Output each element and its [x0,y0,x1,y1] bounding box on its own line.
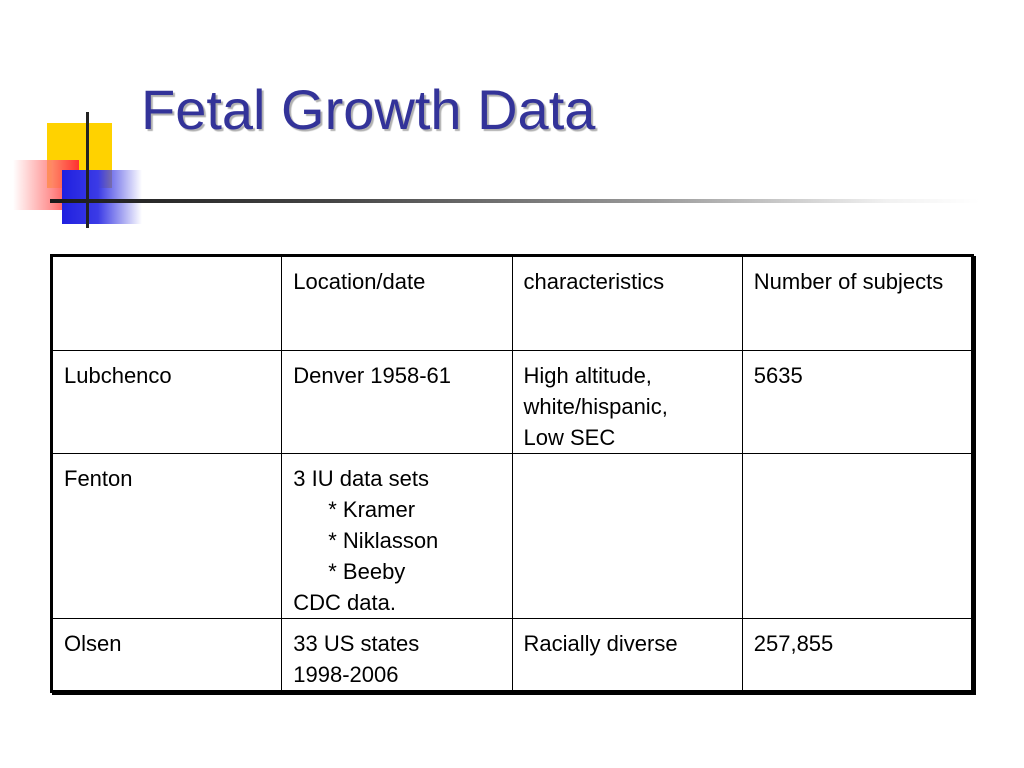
location-date-cell: Denver 1958-61 [281,350,513,454]
study-name-cell: Fenton [50,453,283,619]
header-cell-number-of-subjects: Number of subjects [741,255,974,351]
header-cell-characteristics: characteristics [511,255,743,351]
slide-title: Fetal Growth Data [141,78,596,141]
fetal-growth-table: Location/date characteristics Number of … [50,254,974,693]
subjects-cell: 257,855 [741,618,974,692]
cell-line: 3 IU data sets [293,466,429,491]
cell-line: Racially diverse [523,631,678,656]
cell-line: * Niklasson [328,528,439,553]
table-row: Olsen 33 US states 1998-2006 Racially di… [50,618,974,692]
title-underline-rule [50,199,980,203]
characteristics-cell: Racially diverse [511,618,743,692]
study-name-cell: Lubchenco [50,350,283,454]
header-cell-location-date: Location/date [281,255,513,351]
cell-line: Denver 1958-61 [293,363,452,388]
cell-line: * Beeby [328,559,406,584]
characteristics-cell: High altitude, white/hispanic, Low SEC [511,350,743,454]
subjects-cell [741,453,974,619]
cell-line: High altitude, [523,363,652,388]
header-cell-empty [50,255,283,351]
study-name-cell: Olsen [50,618,283,692]
cell-line: 33 US states [293,631,420,656]
vertical-rule-decoration [86,112,89,228]
location-date-cell: 33 US states 1998-2006 [281,618,513,692]
table-row: Lubchenco Denver 1958-61 High altitude, … [50,350,974,454]
characteristics-cell [511,453,743,619]
location-date-cell: 3 IU data sets * Kramer * Niklasson * Be… [281,453,513,619]
subjects-cell: 5635 [741,350,974,454]
cell-line: CDC data. [293,590,396,615]
cell-line: * Kramer [328,497,416,522]
cell-line: Low SEC [523,425,616,450]
table-header-row: Location/date characteristics Number of … [50,255,974,351]
blue-square-decoration [62,170,142,224]
table-row: Fenton 3 IU data sets * Kramer * Niklass… [50,453,974,619]
cell-line: 1998-2006 [293,662,399,687]
title-decoration [0,0,1024,240]
cell-line: white/hispanic, [523,394,668,419]
